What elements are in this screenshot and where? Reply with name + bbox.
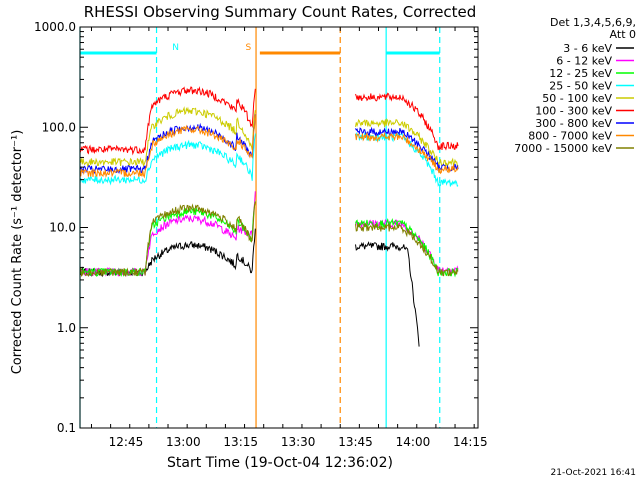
series-line: [79, 114, 256, 179]
x-tick-label: 13:00: [166, 435, 201, 449]
series-line: [355, 241, 420, 347]
series-lines: [79, 86, 459, 347]
axes: 1000.0 100.0 10.0 1.0 0.1 12:45 13:00 13:15 13:3…: [34, 20, 488, 449]
legend-label: 6 - 12 keV: [556, 55, 612, 68]
legend-label: 12 - 25 keV: [549, 67, 612, 80]
legend-label: 800 - 7000 keV: [528, 130, 612, 143]
status-bar-label: N: [172, 43, 179, 53]
series-line: [355, 126, 459, 172]
y-tick-label: 1000.0: [34, 20, 76, 34]
status-bar-label: S: [246, 43, 252, 53]
y-tick-label: 0.1: [57, 421, 76, 435]
timestamp: 21-Oct-2021 16:41: [551, 468, 636, 478]
legend-label: 3 - 6 keV: [563, 42, 612, 55]
plot-background: [80, 27, 478, 428]
x-tick-label: 13:30: [281, 435, 316, 449]
legend-label: 7000 - 15000 keV: [514, 142, 612, 155]
chart-title: RHESSI Observing Summary Count Rates, Co…: [84, 3, 477, 21]
series-line: [79, 191, 256, 277]
series-line: [355, 131, 459, 188]
x-tick-label: 13:45: [338, 435, 373, 449]
legend-label: 100 - 300 keV: [535, 105, 612, 118]
x-axis-label: Start Time (19-Oct-04 12:36:02): [167, 455, 393, 471]
series-line: [355, 222, 459, 277]
series-line: [79, 133, 256, 186]
series-line: [79, 228, 256, 278]
x-tick-label: 12:45: [109, 435, 144, 449]
x-tick-label: 14:00: [396, 435, 431, 449]
series-line: [355, 118, 459, 168]
x-tick-label: 13:15: [223, 435, 258, 449]
y-tick-label: 10.0: [49, 221, 76, 235]
legend-header: Att 0: [610, 28, 636, 41]
legend-header: Det 1,3,4,5,6,9,: [550, 16, 636, 29]
legend-label: 300 - 800 keV: [535, 117, 612, 130]
series-line: [79, 201, 256, 277]
y-tick-label: 1.0: [57, 321, 76, 335]
y-tick-label: 100.0: [42, 120, 76, 134]
series-line: [355, 131, 459, 175]
x-tick-label: 14:15: [453, 435, 488, 449]
series-line: [79, 106, 256, 168]
series-line: [355, 92, 459, 151]
plot-area: [80, 27, 478, 428]
legend-label: 25 - 50 keV: [549, 80, 612, 93]
y-axis-label: Corrected Count Rate (s⁻¹ detector⁻¹): [10, 130, 25, 375]
series-line: [79, 86, 256, 156]
legend-label: 50 - 100 keV: [542, 92, 612, 105]
